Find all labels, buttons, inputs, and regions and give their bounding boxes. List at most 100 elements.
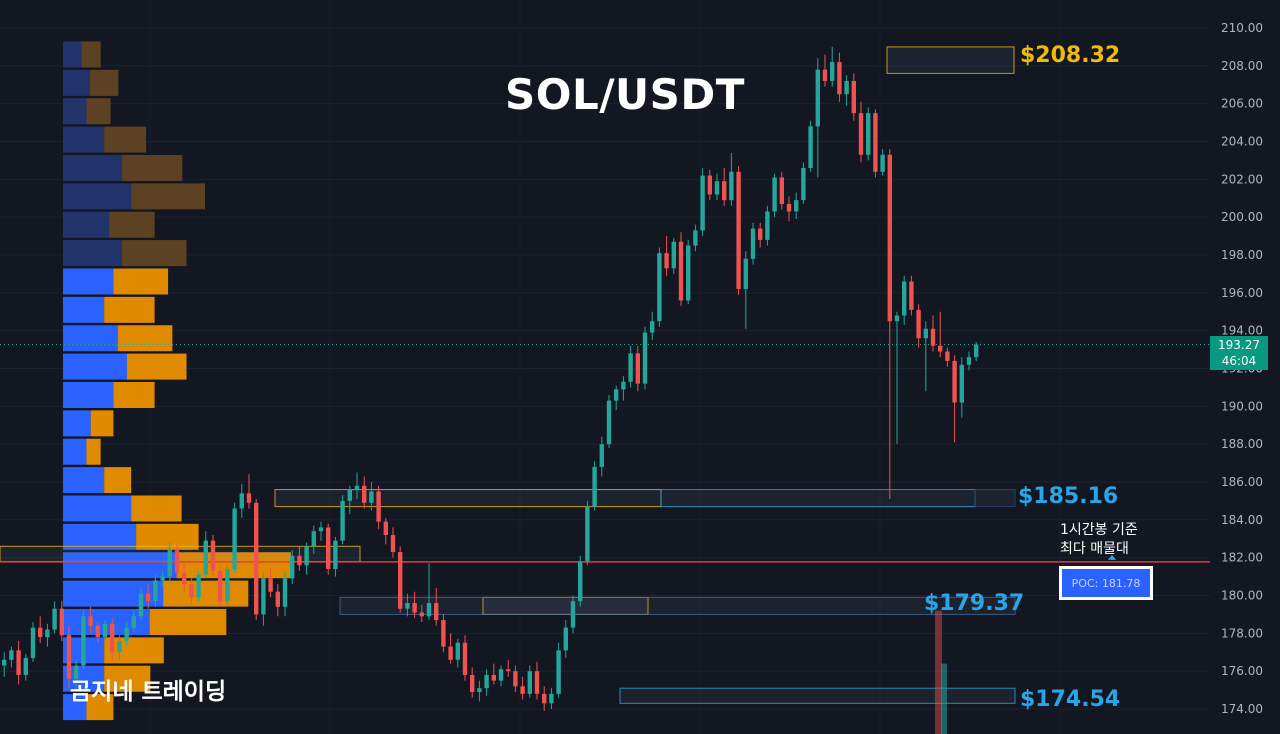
vp-buy-bar-17 [63,523,137,550]
poc-note-line2: 최다 매물대 [1060,541,1129,557]
candle-body-123 [887,154,892,322]
candle-body-55 [398,551,403,609]
candle-body-73 [527,671,532,694]
zone-174 [619,687,1016,704]
candle-body-120 [866,113,871,155]
vp-buy-bar-23 [63,694,87,721]
vp-sell-bar-14 [86,438,101,465]
y-tick-label-15: 204.00 [1221,135,1263,149]
candle-body-11 [81,616,86,666]
candle-body-24 [174,550,180,573]
vp-sell-bar-2 [86,98,111,125]
vp-buy-bar-6 [63,211,110,238]
candle-body-54 [390,534,396,552]
candle-body-89 [642,332,648,384]
candle-body-126 [909,281,914,310]
vp-sell-bar-1 [89,69,119,96]
candle-body-65 [470,674,475,692]
zone-208 [886,46,1015,74]
candle-body-18 [131,616,136,628]
chart-title: SOL/USDT [505,70,745,119]
candle-body-119 [858,113,864,155]
candle-body-67 [484,674,489,689]
y-tick-label-14: 202.00 [1221,172,1263,186]
vp-sell-bar-19 [163,580,249,607]
candle-body-17 [124,627,129,641]
candle-body-33 [239,493,244,509]
candle-body-83 [599,444,604,467]
candle-body-110 [794,200,799,212]
candle-body-44 [318,527,324,532]
candle-body-99 [714,181,720,195]
level-label-185: $185.16 [1018,484,1119,509]
y-tick-label-11: 196.00 [1221,286,1263,300]
candle-body-118 [851,80,856,114]
candle-body-72 [520,686,525,694]
candle-body-81 [585,506,590,562]
candle-body-64 [462,642,468,675]
vp-sell-bar-13 [90,410,114,437]
candle-body-0 [2,659,7,666]
candle-body-132 [952,360,957,403]
candle-body-35 [254,502,259,615]
candle-body-98 [707,175,712,195]
candle-body-63 [455,642,460,660]
candle-body-22 [160,576,165,581]
candle-body-95 [686,245,691,301]
candle-body-61 [441,620,446,647]
candle-body-104 [750,228,756,259]
level-label-174: $174.54 [1020,687,1121,712]
candle-body-21 [153,580,158,602]
candle-body-26 [189,584,194,598]
vp-sell-bar-22 [104,665,151,692]
candle-body-13 [95,625,100,638]
candle-body-85 [614,389,619,401]
candle-body-51 [369,491,374,503]
candle-body-7 [52,608,57,630]
vp-buy-bar-5 [63,183,132,210]
zone-179-blue [339,596,1016,615]
candle-body-32 [232,508,237,570]
poc-note-line1: 1시간봉 기준 [1060,522,1138,538]
candle-body-43 [311,531,316,547]
candle-body-134 [966,357,972,365]
candle-body-28 [203,540,208,575]
candle-body-93 [671,241,676,269]
candle-body-127 [916,309,921,339]
candle-body-29 [210,540,216,571]
candle-body-114 [822,69,828,81]
vp-sell-bar-23 [86,694,114,721]
candle-body-31 [225,569,230,602]
candle-body-10 [74,665,79,679]
candle-body-122 [880,154,885,172]
candle-body-8 [59,608,64,636]
poc-label: POC: 181.78 [1062,569,1150,597]
zone-185-ext [974,489,1016,508]
vp-sell-bar-12 [113,381,155,408]
candle-body-112 [808,126,813,168]
candle-body-105 [758,228,763,240]
candle-body-77 [556,650,561,694]
candle-body-135 [974,344,979,358]
candle-body-78 [563,627,568,651]
candle-body-111 [801,167,806,201]
candle-body-124 [894,315,900,322]
candle-body-23 [167,550,172,577]
vp-sell-bar-5 [131,183,205,210]
candle-body-53 [383,521,388,535]
vp-buy-bar-3 [63,126,105,153]
y-tick-label-3: 180.00 [1221,589,1263,603]
zone-185-blue [660,489,976,508]
zone-185-gold [274,489,662,508]
candle-body-9 [66,635,72,679]
candle-body-56 [405,603,410,609]
vp-buy-bar-9 [63,296,105,323]
candle-body-41 [297,555,302,566]
candle-body-109 [786,203,792,212]
candle-body-49 [354,485,360,490]
candle-body-39 [282,578,288,607]
volume-spike-down [935,610,942,734]
candle-body-75 [542,693,547,704]
volume-spike-up [941,663,947,734]
